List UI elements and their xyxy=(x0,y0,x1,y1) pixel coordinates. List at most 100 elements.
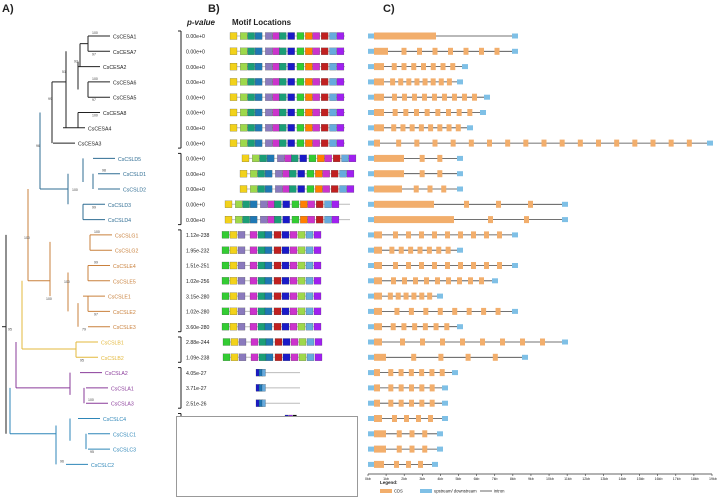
motif-block xyxy=(279,124,287,132)
motif-block xyxy=(305,78,313,86)
cds-exon xyxy=(374,353,386,361)
motif-block xyxy=(229,78,238,86)
motif-block xyxy=(336,124,345,132)
utr-block xyxy=(368,94,374,100)
tree-leaf-label: CsCESA1 xyxy=(113,35,136,41)
motif-block xyxy=(322,185,330,193)
motif-block xyxy=(255,47,263,55)
motif-block xyxy=(287,62,295,71)
cds-exon xyxy=(374,47,388,55)
motif-block xyxy=(273,292,282,300)
motif-block xyxy=(321,139,329,147)
motif-block xyxy=(308,154,317,162)
tree-leaf-label: CsCSLE2 xyxy=(113,310,136,316)
cds-exon xyxy=(374,323,382,331)
motif-block xyxy=(312,108,320,117)
cds-exon xyxy=(419,399,425,407)
motif-block xyxy=(296,124,305,132)
motif-block xyxy=(241,154,250,162)
utr-block xyxy=(457,247,463,253)
motif-block xyxy=(229,93,238,101)
cds-exon xyxy=(422,323,428,331)
pvalue-label: 0.00e+0 xyxy=(186,34,205,40)
cds-exon xyxy=(374,93,384,101)
motif-block xyxy=(306,338,315,346)
gene-legend-title: Legend: xyxy=(380,480,398,485)
motif-block xyxy=(229,231,238,239)
utr-block xyxy=(562,201,568,207)
cds-exon xyxy=(440,63,446,71)
motif-block xyxy=(250,353,259,361)
cds-exon xyxy=(436,246,442,254)
motif-block xyxy=(312,47,320,55)
bootstrap-value: 97 xyxy=(94,312,98,316)
cds-exon xyxy=(445,262,450,269)
motif-block xyxy=(267,200,275,208)
motif-block xyxy=(307,200,315,208)
cds-exon xyxy=(457,277,462,285)
motif-block xyxy=(235,216,243,224)
motif-block xyxy=(287,78,295,86)
cds-exon xyxy=(374,78,384,86)
cds-exon xyxy=(411,292,417,300)
motif-block xyxy=(305,32,313,40)
cds-exon xyxy=(388,369,394,377)
motif-block xyxy=(297,231,306,239)
cds-exon xyxy=(409,399,414,407)
utr-block xyxy=(368,110,374,115)
cds-exon xyxy=(596,139,601,147)
cds-exon xyxy=(484,231,489,239)
motif-block xyxy=(305,124,313,132)
cds-exon xyxy=(446,277,451,285)
cds-exon xyxy=(541,139,547,147)
utr-block xyxy=(368,293,374,299)
tree-leaf-label: CsCSLC3 xyxy=(113,448,136,454)
utr-block xyxy=(368,308,374,314)
motif-block xyxy=(296,139,305,147)
motif-block xyxy=(272,62,280,71)
cds-exon xyxy=(432,231,437,239)
motif-block xyxy=(312,32,320,40)
motif-block xyxy=(321,47,329,55)
cds-exon xyxy=(632,139,638,147)
motif-block xyxy=(229,246,238,254)
motif-block xyxy=(229,139,238,147)
motif-block xyxy=(282,353,291,361)
gene-axis-tick-label: 2kb xyxy=(401,477,407,481)
pvalue-label: 3.71e-27 xyxy=(186,386,207,392)
cds-exon xyxy=(374,415,382,422)
motif-block xyxy=(249,307,258,315)
cds-exon xyxy=(396,139,402,147)
utr-block xyxy=(368,186,374,192)
tree-leaf-label: CsCSLA2 xyxy=(105,371,128,377)
motif-block xyxy=(281,277,290,285)
motif-block xyxy=(313,307,322,315)
cds-exon xyxy=(408,307,414,315)
tree-leaf-label: CsCSLE4 xyxy=(113,264,136,270)
motif-block xyxy=(291,154,299,162)
motif-block xyxy=(272,32,280,40)
cds-exon xyxy=(409,445,415,453)
cds-exon xyxy=(404,415,409,422)
cds-exon xyxy=(419,231,424,239)
motif-block xyxy=(316,200,324,208)
motif-block xyxy=(274,353,283,361)
motif-block xyxy=(312,139,320,147)
cds-exon xyxy=(392,415,397,422)
cds-exon xyxy=(668,139,674,147)
motif-block xyxy=(324,154,332,162)
motif-block xyxy=(264,231,273,239)
cds-exon xyxy=(406,78,412,86)
motif-legend-box xyxy=(176,416,358,497)
cds-exon xyxy=(402,277,407,285)
motif-block xyxy=(265,170,273,178)
cds-exon xyxy=(540,338,545,346)
motif-block xyxy=(312,78,320,86)
cds-exon xyxy=(500,338,505,346)
utr-block xyxy=(368,324,374,330)
utr-block xyxy=(368,171,374,177)
motif-block xyxy=(265,78,273,86)
cds-exon xyxy=(374,292,382,300)
cds-exon xyxy=(424,277,429,285)
pvalue-label: 0.00e+0 xyxy=(186,80,205,86)
